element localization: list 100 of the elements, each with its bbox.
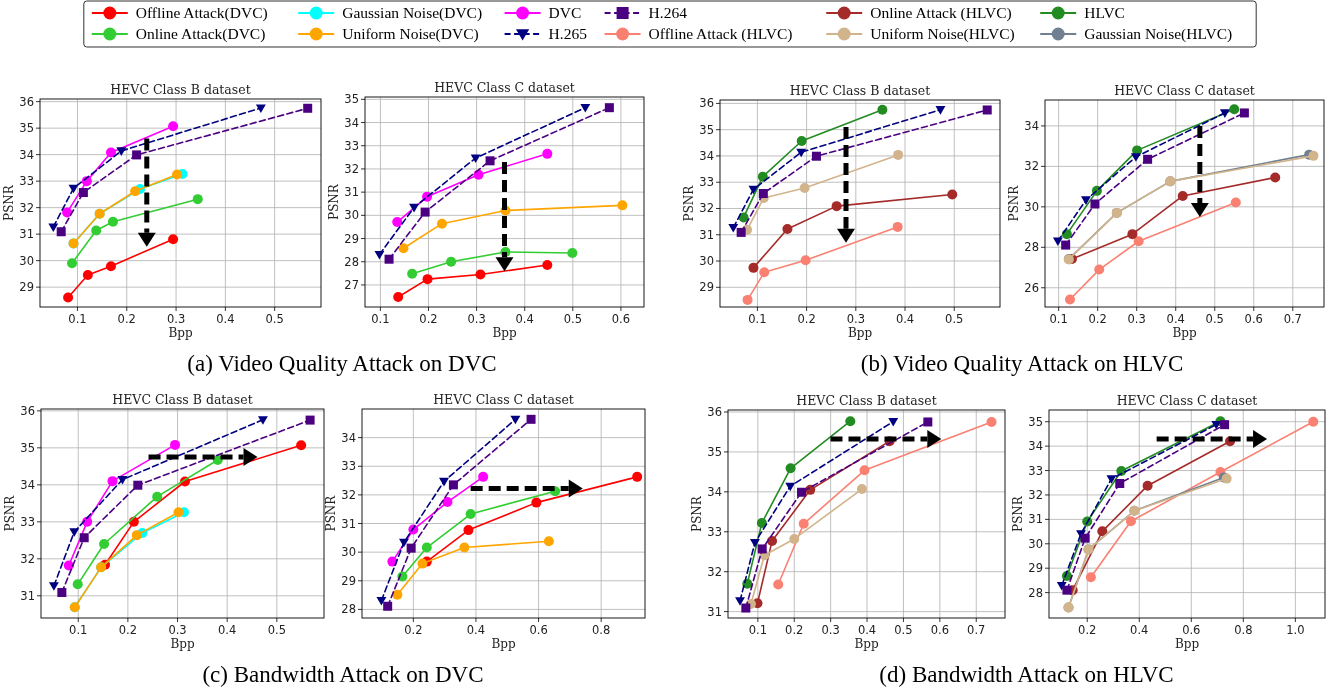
y-tick-label: 34 [341,430,356,445]
x-tick-label: 0.2 [1078,623,1097,637]
chart-title: HEVC Class C dataset [1114,83,1255,98]
x-tick-label: 0.4 [218,623,237,637]
x-tick-label: 0.1 [748,312,767,326]
y-tick-label: 30 [1024,199,1039,214]
x-tick-label: 0.5 [563,312,582,326]
chart-title: HEVC Class B dataset [112,392,253,407]
legend-label: Offline Attack(DVC) [135,4,268,22]
y-tick-label: 35 [699,122,714,137]
x-tick-label: 0.2 [419,312,438,326]
y-tick-label: 33 [341,459,356,474]
x-tick-label: 0.7 [967,623,986,637]
x-tick-label: 0.2 [117,312,136,326]
y-axis-title: PSNR [324,494,338,532]
y-tick-label: 32 [1028,487,1043,502]
y-tick-label: 29 [699,280,714,295]
y-tick-label: 34 [699,148,714,163]
x-tick-label: 0.4 [895,312,915,326]
x-tick-label: 0.4 [216,312,235,326]
x-tick-label: 0.6 [611,312,631,326]
x-tick-label: 0.3 [467,312,486,326]
y-tick-label: 32 [699,201,714,216]
legend-label: Uniform Noise(HLVC) [870,25,1015,43]
chart-title: HEVC Class B dataset [110,82,251,97]
y-tick-label: 32 [1024,159,1039,174]
x-tick-label: 0.8 [1234,623,1253,637]
y-axis-title: PSNR [682,184,696,222]
y-tick-label: 34 [19,147,34,162]
y-tick-label: 27 [344,277,359,292]
y-tick-label: 33 [707,524,722,539]
chart-title: HEVC Class C dataset [433,392,574,407]
y-tick-label: 30 [19,253,34,268]
y-tick-label: 28 [1028,585,1043,600]
x-tick-label: 0.3 [821,623,840,637]
x-axis-title: Bpp [1172,326,1197,340]
y-tick-label: 32 [341,487,356,502]
y-tick-label: 31 [707,604,722,619]
x-tick-label: 0.1 [68,312,87,326]
legend-label: Gaussian Noise(HLVC) [1084,25,1233,43]
y-tick-label: 35 [1028,414,1043,429]
x-tick-label: 0.5 [267,623,286,637]
y-tick-label: 36 [707,405,722,419]
y-axis-title: PSNR [3,494,17,532]
legend-label: HLVC [1084,4,1125,21]
x-tick-label: 0.4 [1130,623,1149,637]
y-tick-label: 31 [19,227,34,242]
chart-title: HEVC Class B dataset [796,393,937,408]
y-tick-label: 35 [19,121,34,136]
x-axis-title: Bpp [492,326,517,340]
x-axis-title: Bpp [847,326,873,340]
x-tick-label: 0.3 [168,623,187,637]
x-axis-title: Bpp [491,637,516,651]
y-tick-label: 31 [341,516,356,531]
y-tick-label: 29 [1028,561,1043,576]
legend-label: Online Attack (HLVC) [870,4,1012,22]
x-tick-label: 0.6 [930,623,949,637]
x-tick-label: 0.4 [466,623,486,637]
x-tick-label: 0.6 [1182,623,1201,637]
y-tick-label: 32 [20,551,35,566]
y-tick-label: 35 [344,92,359,107]
x-tick-label: 0.2 [404,623,423,637]
y-tick-label: 30 [344,208,359,223]
y-tick-label: 36 [20,403,35,418]
y-tick-label: 28 [344,254,359,269]
y-tick-label: 34 [1024,118,1039,133]
text: (d) Bandwidth Attack on HLVC [879,662,1174,687]
x-tick-label: 0.7 [1283,312,1302,326]
x-tick-label: 0.5 [945,312,964,326]
y-tick-label: 29 [19,280,34,295]
x-tick-label: 0.5 [894,623,913,637]
x-tick-label: 1.0 [1286,623,1305,637]
y-axis-title: PSNR [327,183,341,220]
y-tick-label: 36 [699,96,714,111]
x-axis-title: Bpp [168,326,193,340]
x-tick-label: 0.4 [515,312,534,326]
y-axis-title: PSNR [1011,495,1025,532]
y-tick-label: 28 [1024,240,1039,255]
legend-label: Uniform Noise(DVC) [342,25,479,43]
y-tick-label: 31 [20,588,35,603]
y-tick-label: 33 [699,175,714,190]
y-tick-label: 30 [341,545,356,560]
x-tick-label: 0.3 [1127,312,1146,326]
y-tick-label: 31 [699,227,714,242]
y-tick-label: 28 [341,602,356,617]
x-tick-label: 0.3 [166,312,186,326]
x-tick-label: 0.2 [797,312,816,326]
y-tick-label: 33 [344,138,359,153]
y-tick-label: 32 [344,161,359,176]
legend-label: Online Attack(DVC) [135,25,266,43]
chart-title: HEVC Class C dataset [434,80,575,95]
y-tick-label: 30 [1028,536,1043,551]
x-axis-title: Bpp [1174,637,1200,651]
text: (c) Bandwidth Attack on DVC [202,662,484,687]
y-tick-label: 26 [1024,280,1039,295]
x-tick-label: 0.4 [857,623,877,637]
text: (a) Video Quality Attack on DVC [187,351,497,376]
x-tick-label: 0.1 [748,623,767,637]
chart-title: HEVC Class C dataset [1116,393,1258,408]
chart-title: HEVC Class B dataset [789,83,931,98]
